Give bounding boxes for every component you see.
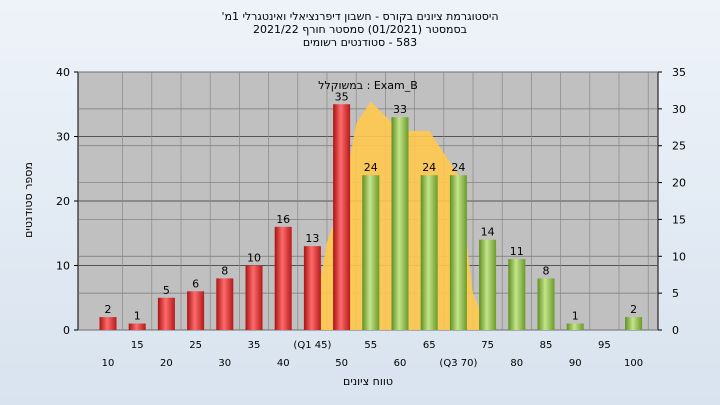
x-tick-label: 35	[248, 340, 261, 351]
area-annotation: Exam_B : במשוקלל	[318, 79, 418, 92]
bar-30	[216, 278, 234, 330]
x-tick-label: 30	[218, 358, 231, 369]
y-tick-label: 40	[56, 66, 70, 79]
data-label: 24	[364, 161, 378, 174]
bar-75	[479, 239, 497, 330]
data-label: 35	[335, 90, 349, 103]
y2-tick-label: 5	[672, 287, 679, 300]
data-label: 6	[192, 277, 199, 290]
x-tick-label: 40	[277, 358, 290, 369]
axes: 0102030400510152025303510152025303540(Q1…	[56, 66, 686, 369]
x-tick-label: 95	[598, 340, 611, 351]
y2-tick-label: 25	[672, 140, 686, 153]
y-tick-label: 10	[56, 260, 70, 273]
bar-50	[333, 104, 351, 330]
x-tick-label: 25	[189, 340, 202, 351]
data-label: 33	[393, 103, 407, 116]
x-tick-label: 50	[335, 358, 348, 369]
bar-80	[508, 259, 526, 330]
data-label: 2	[105, 303, 112, 316]
data-label: 24	[451, 161, 465, 174]
bar-20	[157, 297, 175, 330]
x-tick-label: 15	[131, 340, 144, 351]
y2-tick-label: 35	[672, 66, 686, 79]
bar-60	[391, 117, 409, 331]
bar-65	[420, 175, 438, 330]
bar-100	[625, 317, 643, 330]
data-label: 5	[163, 284, 170, 297]
chart-title-line-1: היסטוגרמת ציונים בקורס - חשבון דיפרנציאל…	[221, 10, 499, 23]
data-label: 24	[422, 161, 436, 174]
y-tick-label: 0	[63, 324, 70, 337]
bar-25	[187, 291, 205, 330]
data-labels: 2 1 5 6 8 10 16 13 35 24 33 24 24 14 11 8 1 2	[105, 90, 638, 322]
bar-35	[245, 265, 263, 330]
x-tick-label: 85	[540, 340, 553, 351]
x-tick-label: (Q1 45)	[293, 340, 331, 351]
x-tick-label: 75	[481, 340, 494, 351]
x-tick-label: 60	[394, 358, 407, 369]
bar-55	[362, 175, 380, 330]
bar-15	[128, 323, 146, 330]
data-label: 8	[221, 264, 228, 277]
data-label: 1	[134, 310, 141, 323]
bars	[99, 104, 643, 331]
x-tick-label: (Q3 70)	[439, 358, 477, 369]
data-label: 14	[481, 226, 495, 239]
data-label: 1	[572, 310, 579, 323]
bar--Q3-70-	[449, 175, 467, 330]
data-label: 11	[510, 245, 524, 258]
data-label: 10	[247, 252, 261, 265]
y2-tick-label: 20	[672, 177, 686, 190]
chart-title-line-2: בסמסטר (01/2021) סמסטר חורף 2021/22	[253, 23, 467, 36]
bar-40	[274, 226, 292, 330]
data-label: 16	[276, 213, 290, 226]
chart-title-line-3: 583 - סטודנטים רשומים	[302, 36, 418, 49]
x-axis-label: טווח ציונים	[343, 375, 393, 388]
x-tick-label: 10	[102, 358, 115, 369]
data-label: 2	[630, 303, 637, 316]
bar-10	[99, 317, 117, 330]
y-axis-label: מספר סטודנטים	[22, 162, 35, 238]
data-label: 8	[543, 264, 550, 277]
y-tick-label: 30	[56, 131, 70, 144]
x-tick-label: 20	[160, 358, 173, 369]
chart-title: היסטוגרמת ציונים בקורס - חשבון דיפרנציאל…	[0, 10, 720, 49]
x-tick-label: 65	[423, 340, 436, 351]
y-tick-label: 20	[56, 195, 70, 208]
y2-tick-label: 10	[672, 250, 686, 263]
y2-tick-label: 30	[672, 103, 686, 116]
bar--Q1-45-	[303, 246, 321, 330]
x-tick-label: 90	[569, 358, 582, 369]
x-tick-label: 80	[510, 358, 523, 369]
x-tick-label: 55	[364, 340, 377, 351]
x-tick-label: 100	[624, 358, 643, 369]
y2-tick-label: 0	[672, 324, 679, 337]
y2-tick-label: 15	[672, 213, 686, 226]
bar-85	[537, 278, 555, 330]
data-label: 13	[305, 232, 319, 245]
bar-90	[566, 323, 584, 330]
